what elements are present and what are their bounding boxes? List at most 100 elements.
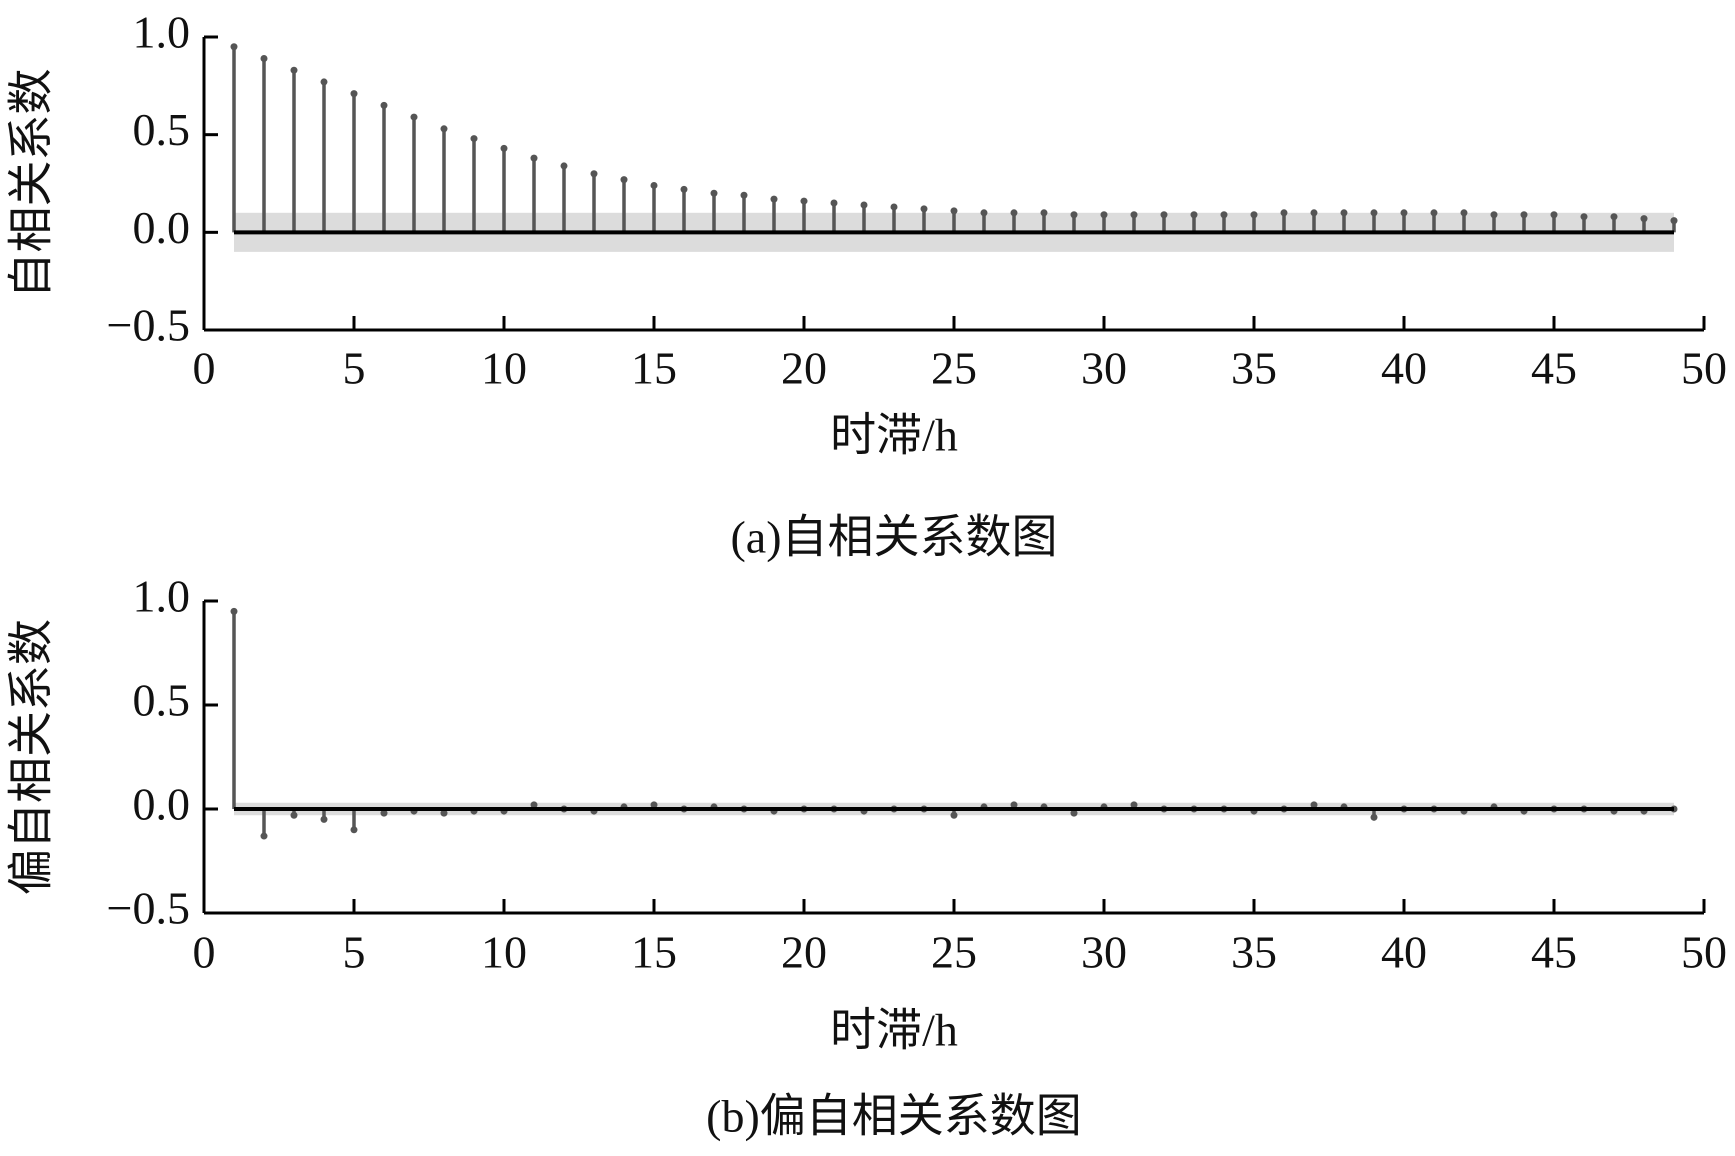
stem-marker xyxy=(1400,209,1408,217)
stem-marker xyxy=(680,185,688,193)
stem-marker xyxy=(1460,209,1468,217)
stem-marker xyxy=(560,162,568,170)
stem-marker xyxy=(1430,209,1438,217)
x-axis-label: 时滞/h xyxy=(830,1005,958,1056)
stem-marker xyxy=(1340,209,1348,217)
stem-marker xyxy=(650,801,658,809)
y-tick-label: 0.0 xyxy=(133,202,191,253)
stem-marker xyxy=(1520,211,1528,219)
stem-marker xyxy=(530,801,538,809)
x-tick-label: 25 xyxy=(931,927,977,978)
stem-marker xyxy=(770,195,778,203)
x-tick-label: 15 xyxy=(631,927,677,978)
stem-marker xyxy=(440,809,448,817)
stem-marker xyxy=(230,607,238,615)
stem-marker xyxy=(320,78,328,86)
stem-marker xyxy=(1160,211,1168,219)
stem-marker xyxy=(800,197,808,205)
y-tick-label: −0.5 xyxy=(107,300,190,351)
x-tick-label: 30 xyxy=(1081,343,1127,394)
stem-marker xyxy=(1070,211,1078,219)
stem-marker xyxy=(1130,801,1138,809)
x-tick-label: 15 xyxy=(631,343,677,394)
stem-marker xyxy=(530,154,538,162)
stem-marker xyxy=(1580,213,1588,221)
y-tick-label: −0.5 xyxy=(107,883,190,934)
stem-marker xyxy=(350,90,358,98)
stem-marker xyxy=(740,191,748,199)
x-tick-label: 20 xyxy=(781,927,827,978)
stem-marker xyxy=(1310,209,1318,217)
x-tick-label: 5 xyxy=(343,927,366,978)
x-tick-label: 40 xyxy=(1381,927,1427,978)
stem-marker xyxy=(290,66,298,74)
y-axis-label: 自相关系数 xyxy=(6,69,57,299)
stem-marker xyxy=(410,113,418,121)
stem-marker xyxy=(440,125,448,133)
y-tick-label: 1.0 xyxy=(133,571,191,622)
stem-marker xyxy=(1370,209,1378,217)
x-tick-label: 45 xyxy=(1531,343,1577,394)
stem-marker xyxy=(1610,213,1618,221)
stem-marker xyxy=(350,826,358,834)
y-tick-label: 0.5 xyxy=(133,104,191,155)
x-tick-label: 10 xyxy=(481,343,527,394)
x-tick-label: 35 xyxy=(1231,343,1277,394)
stem-marker xyxy=(590,170,598,178)
x-tick-label: 10 xyxy=(481,927,527,978)
stem-marker xyxy=(1370,813,1378,821)
caption: (b)偏自相关系数图 xyxy=(706,1091,1082,1142)
x-tick-label: 0 xyxy=(193,927,216,978)
stem-marker xyxy=(1670,217,1678,225)
stem-marker xyxy=(1190,211,1198,219)
x-axis-label: 时滞/h xyxy=(830,410,958,461)
stem-marker xyxy=(980,209,988,217)
stem-marker xyxy=(890,203,898,211)
x-tick-label: 0 xyxy=(193,343,216,394)
stem-marker xyxy=(1280,209,1288,217)
stem-marker xyxy=(1040,209,1048,217)
stem-marker xyxy=(1100,211,1108,219)
stem-marker xyxy=(1550,211,1558,219)
x-tick-label: 30 xyxy=(1081,927,1127,978)
stem-marker xyxy=(380,809,388,817)
stem-marker xyxy=(320,815,328,823)
stem-marker xyxy=(260,54,268,62)
stem-marker xyxy=(950,811,958,819)
stem-marker xyxy=(650,181,658,189)
x-tick-label: 50 xyxy=(1681,343,1727,394)
stem-marker xyxy=(830,199,838,207)
stem-marker xyxy=(290,811,298,819)
stem-marker xyxy=(710,189,718,197)
stem-marker xyxy=(380,101,388,109)
stem-marker xyxy=(1640,215,1648,223)
stem-marker xyxy=(1250,211,1258,219)
x-tick-label: 45 xyxy=(1531,927,1577,978)
stem-marker xyxy=(1310,801,1318,809)
stem-marker xyxy=(860,201,868,209)
x-tick-label: 25 xyxy=(931,343,977,394)
caption: (a)自相关系数图 xyxy=(730,512,1057,563)
y-tick-label: 1.0 xyxy=(133,7,191,58)
y-tick-label: 0.0 xyxy=(133,779,191,830)
stem-marker xyxy=(1010,801,1018,809)
x-tick-label: 5 xyxy=(343,343,366,394)
x-tick-label: 50 xyxy=(1681,927,1727,978)
stem-marker xyxy=(230,43,238,51)
stem-marker xyxy=(470,135,478,143)
stem-marker xyxy=(1070,809,1078,817)
stem-marker xyxy=(260,832,268,840)
x-tick-label: 40 xyxy=(1381,343,1427,394)
stem-marker xyxy=(1130,211,1138,219)
stem-marker xyxy=(1010,209,1018,217)
y-tick-label: 0.5 xyxy=(133,675,191,726)
stem-marker xyxy=(1490,211,1498,219)
stem-marker xyxy=(920,205,928,213)
stem-marker xyxy=(950,207,958,215)
stem-marker xyxy=(500,144,508,152)
x-tick-label: 20 xyxy=(781,343,827,394)
x-tick-label: 35 xyxy=(1231,927,1277,978)
y-axis-label: 偏自相关系数 xyxy=(6,619,57,895)
stem-marker xyxy=(1220,211,1228,219)
